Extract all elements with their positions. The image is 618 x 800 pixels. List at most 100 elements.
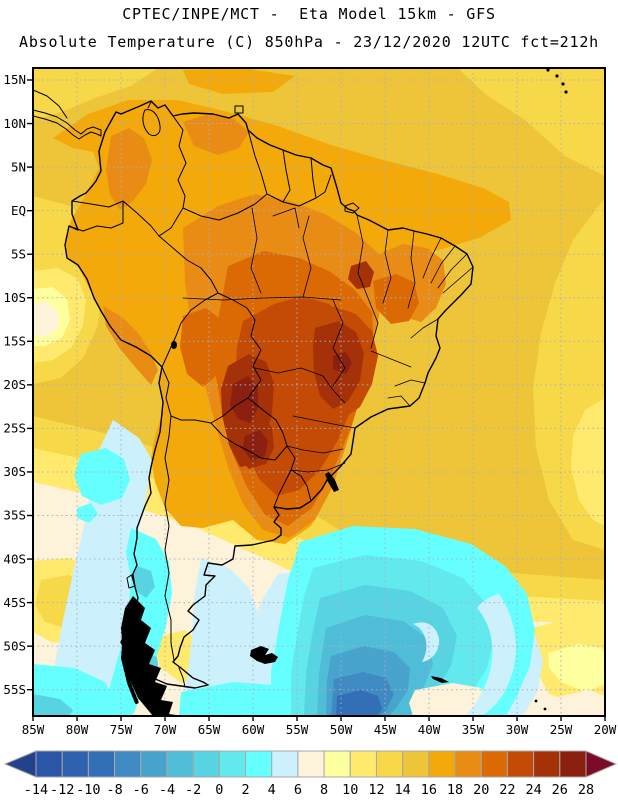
- temp-blob: [348, 261, 374, 289]
- temp-blob: [571, 398, 605, 526]
- temp-blob: [458, 68, 605, 176]
- colorbar-tick-label: -4: [159, 782, 175, 798]
- lon-tick-label: 60W: [242, 722, 265, 734]
- temp-blob: [180, 308, 224, 387]
- colorbar-cell: [559, 750, 587, 778]
- colorbar-cell: [245, 750, 273, 778]
- colorbar-tick-label: 0: [215, 782, 223, 798]
- temp-blob: [33, 694, 73, 716]
- colorbar-cell: [454, 750, 482, 778]
- temp-blob: [373, 274, 419, 324]
- colorbar-tick-label: -14: [24, 782, 48, 798]
- colorbar-cell: [192, 750, 220, 778]
- colorbar-cell: [297, 750, 325, 778]
- lon-tick-label: 40W: [418, 722, 441, 734]
- colorbar-tick-label: 10: [342, 782, 358, 798]
- geography-layer: [33, 68, 568, 716]
- colorbar-tick-label: 4: [268, 782, 276, 798]
- lat-tick-label: 45S: [3, 595, 26, 610]
- state-borders: [182, 207, 474, 473]
- temp-blob: [181, 558, 261, 716]
- colorbar-cell: [533, 750, 561, 778]
- colorbar: -14 -12 -10 -8 -6 -4 -2 0 2 4 6 8 10 12 14 16 18 20 22 24 26…: [3, 750, 618, 798]
- colorbar-tick-label: -2: [185, 782, 201, 798]
- lat-tick-label: 20S: [3, 377, 26, 392]
- colorbar-tick-label: -8: [106, 782, 122, 798]
- map-canvas: 15N 10N 5N EQ 5S 10S 15S 20S 25S 30S 35S 40S 45S 50S 5…: [3, 67, 617, 734]
- colorbar-cells: [3, 750, 618, 778]
- chiloe-island: [126, 573, 136, 589]
- colorbar-cell: [61, 750, 89, 778]
- south-america-coastline: [64, 100, 474, 689]
- colorbar-tick-label: 14: [395, 782, 411, 798]
- lon-tick-label: 75W: [110, 722, 133, 734]
- lat-tick-label: 50S: [3, 638, 26, 653]
- colorbar-tick-label: 18: [447, 782, 463, 798]
- lake-maracaibo: [142, 101, 161, 137]
- colorbar-tick-label: 28: [578, 782, 594, 798]
- marajo-island: [344, 202, 360, 214]
- south-georgia-island: [431, 676, 449, 683]
- lat-tick-label: 35S: [3, 508, 26, 523]
- temp-blob: [183, 68, 295, 94]
- colorbar-cell: [428, 750, 456, 778]
- axis-lon-labels: 85W 80W 75W 70W 65W 60W 55W 50W 45W 40W 35W 30W 25W 2…: [22, 716, 617, 734]
- colorbar-tick-label: 26: [552, 782, 568, 798]
- lat-tick-label: 5S: [11, 246, 26, 261]
- colorbar-tick-label: 22: [499, 782, 515, 798]
- colorbar-tick-label: -12: [50, 782, 74, 798]
- temp-blob: [33, 302, 58, 336]
- country-borders: [33, 89, 332, 688]
- map-frame: [32, 67, 606, 717]
- colorbar-cell: [35, 750, 63, 778]
- patos-lagoon: [325, 472, 339, 492]
- colorbar-left-arrow: [3, 750, 37, 778]
- lon-tick-label: 45W: [374, 722, 397, 734]
- colorbar-cell: [506, 750, 535, 778]
- chart-subtitle: Absolute Temperature (C) 850hPa - 23/12/…: [18, 33, 599, 51]
- lat-tick-label: 30S: [3, 464, 26, 479]
- colorbar-tick-label: 8: [320, 782, 328, 798]
- fjord-archipelago: [121, 596, 183, 716]
- temp-blob: [106, 128, 152, 210]
- temp-blob: [103, 306, 158, 385]
- lat-tick-label: 10S: [3, 290, 26, 305]
- lon-tick-label: 80W: [66, 722, 89, 734]
- colorbar-cell: [480, 750, 508, 778]
- lon-tick-label: 25W: [550, 722, 573, 734]
- temp-blob: [242, 430, 268, 461]
- lon-tick-label: 65W: [198, 722, 221, 734]
- lat-tick-label: 55S: [3, 682, 26, 697]
- lon-tick-label: 20W: [594, 722, 617, 734]
- antilles-islands: [534, 68, 568, 711]
- chart-title: CPTEC/INPE/MCT - Eta Model 15km - GFS: [122, 5, 496, 23]
- lat-tick-label: 5N: [11, 159, 26, 174]
- temp-blob: [33, 68, 158, 120]
- colorbar-cell: [375, 750, 404, 778]
- fjord-speckle: [121, 606, 139, 705]
- falkland-islands: [250, 646, 278, 664]
- colorbar-tick-label: 12: [368, 782, 384, 798]
- lat-tick-label: 25S: [3, 421, 26, 436]
- lon-tick-label: 30W: [506, 722, 529, 734]
- lon-tick-label: 70W: [154, 722, 177, 734]
- temp-blob: [183, 114, 249, 155]
- temp-blob: [465, 594, 516, 716]
- lat-tick-label: 15N: [3, 72, 26, 87]
- lat-tick-label: 10N: [3, 116, 26, 131]
- colorbar-tick-label: -10: [76, 782, 100, 798]
- colorbar-cell: [402, 750, 430, 778]
- colorbar-tick-label: 6: [294, 782, 302, 798]
- colorbar-cell: [114, 750, 142, 778]
- colorbar-labels: -14 -12 -10 -8 -6 -4 -2 0 2 4 6 8 10 12 14 16 18 20 22 24 26…: [24, 782, 594, 798]
- colorbar-tick-label: -6: [133, 782, 149, 798]
- colorbar-cell: [140, 750, 168, 778]
- temp-blob: [548, 644, 605, 692]
- temp-blob: [77, 503, 98, 523]
- colorbar-cell: [166, 750, 194, 778]
- temp-blob: [132, 566, 155, 598]
- temperature-field: [33, 68, 605, 716]
- colorbar-cell: [323, 750, 351, 778]
- axis-lat-labels: 15N 10N 5N EQ 5S 10S 15S 20S 25S 30S 35S 40S 45S 50S 5…: [3, 72, 33, 697]
